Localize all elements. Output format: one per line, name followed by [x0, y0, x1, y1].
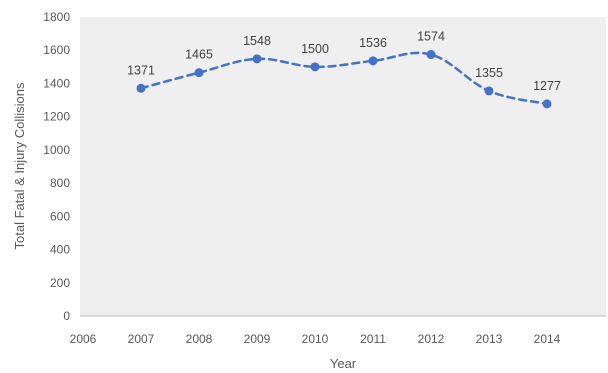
plot-area-background: [80, 17, 606, 316]
data-point: [426, 50, 436, 60]
data-point: [542, 99, 552, 109]
x-axis-title: Year: [330, 356, 357, 371]
series-line: [139, 51, 549, 106]
data-point: [310, 62, 320, 72]
x-axis: 2006 2007 2008 2009 2010 2011 2012 2013 2014: [70, 332, 561, 346]
data-labels: 1371 1465 1548 1500 1536 1574 1355 1277: [127, 30, 561, 93]
data-points: [136, 50, 552, 109]
y-tick-label: 0: [63, 309, 70, 323]
x-tick-label: 2007: [128, 332, 155, 346]
x-tick-label: 2006: [70, 332, 97, 346]
y-tick-label: 200: [50, 276, 70, 290]
data-label: 1500: [301, 42, 329, 56]
y-tick-label: 1000: [43, 143, 70, 157]
data-point: [252, 54, 262, 64]
y-tick-label: 800: [50, 176, 70, 190]
data-label: 1465: [185, 48, 213, 62]
y-tick-label: 1800: [43, 10, 70, 24]
y-tick-label: 600: [50, 209, 70, 223]
data-label: 1536: [359, 36, 387, 50]
x-tick-label: 2008: [186, 332, 213, 346]
data-label: 1277: [533, 79, 561, 93]
data-label: 1355: [475, 66, 503, 80]
y-axis: 0 200 400 600 800 1000 1200 1400 1600 1800: [43, 10, 70, 323]
x-tick-label: 2010: [302, 332, 329, 346]
data-label: 1548: [243, 34, 271, 48]
x-tick-label: 2009: [244, 332, 271, 346]
x-tick-label: 2011: [360, 332, 386, 346]
x-tick-label: 2014: [534, 332, 561, 346]
y-axis-title: Total Fatal & Injury Collisions: [12, 82, 27, 249]
y-tick-label: 1200: [43, 110, 70, 124]
y-tick-label: 1600: [43, 43, 70, 57]
data-point: [484, 86, 494, 96]
data-label: 1574: [417, 30, 445, 44]
data-point: [136, 83, 146, 93]
x-tick-label: 2012: [418, 332, 445, 346]
data-point: [194, 68, 204, 78]
y-tick-label: 400: [50, 243, 70, 257]
y-tick-label: 1400: [43, 76, 70, 90]
data-point: [368, 56, 378, 66]
x-tick-label: 2013: [476, 332, 503, 346]
data-label: 1371: [127, 63, 155, 77]
